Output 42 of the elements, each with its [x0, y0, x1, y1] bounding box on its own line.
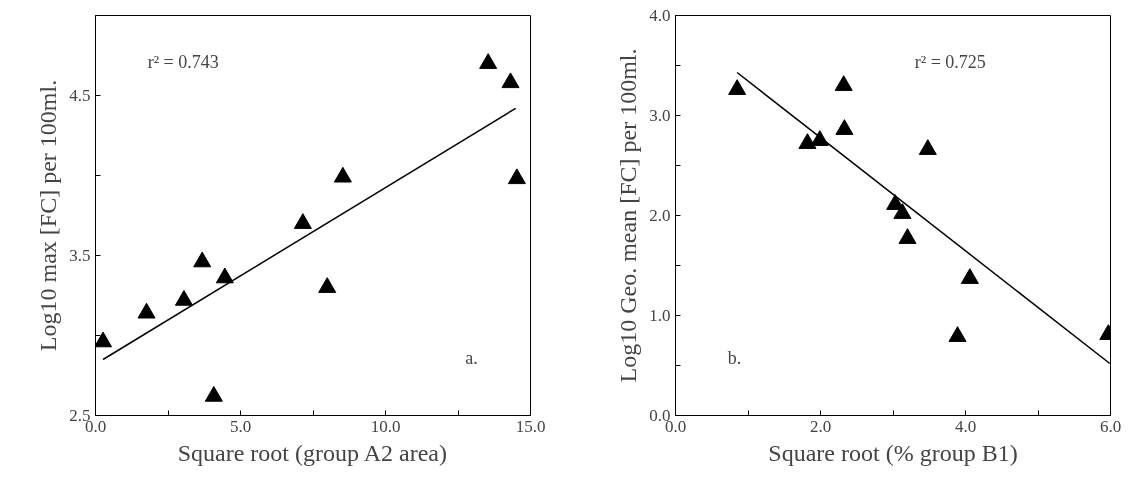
- point: [893, 203, 912, 219]
- annotation: b.: [727, 347, 742, 368]
- point: [898, 228, 917, 244]
- point: [835, 119, 854, 135]
- y-tick-label: 4.0: [649, 6, 671, 25]
- x-tick-label: 6.0: [1099, 416, 1122, 436]
- point: [798, 133, 817, 149]
- point: [95, 331, 113, 348]
- y-tick-label: 1.0: [649, 306, 671, 325]
- x-tick-label: 5.0: [229, 416, 252, 436]
- y-tick-label: 2.0: [649, 206, 671, 225]
- point: [333, 166, 352, 183]
- point: [507, 168, 526, 185]
- point: [318, 277, 337, 293]
- y-axis-title: Log10 Geo. mean [FC] per 100ml.: [615, 48, 642, 383]
- point: [204, 385, 223, 402]
- y-tick-label: 4.5: [69, 86, 91, 105]
- point: [948, 326, 967, 342]
- x-tick-label: 2.0: [809, 416, 832, 436]
- x-tick-label: 10.0: [370, 416, 401, 436]
- y-tick-label: 3.0: [649, 106, 671, 125]
- y-axis-title: Log10 max [FC] per 100ml.: [35, 79, 62, 352]
- x-tick-label: 15.0: [515, 416, 546, 436]
- point: [193, 251, 212, 268]
- point: [215, 267, 234, 284]
- annotation: r² = 0.725: [914, 51, 986, 72]
- annotation: r² = 0.743: [147, 51, 219, 72]
- point: [810, 130, 829, 146]
- x-axis-title: Square root (% group B1): [768, 439, 1018, 466]
- annotation: a.: [465, 347, 478, 368]
- point: [137, 302, 156, 319]
- point: [918, 139, 937, 155]
- x-axis-title: Square root (group A2 area): [177, 439, 447, 466]
- point: [501, 72, 520, 89]
- point: [728, 79, 747, 95]
- point: [834, 75, 853, 91]
- point: [479, 53, 498, 69]
- point: [174, 289, 193, 306]
- point: [293, 213, 312, 229]
- point: [960, 268, 979, 284]
- x-tick-label: 4.0: [954, 416, 977, 436]
- y-tick-label: 3.5: [69, 246, 91, 265]
